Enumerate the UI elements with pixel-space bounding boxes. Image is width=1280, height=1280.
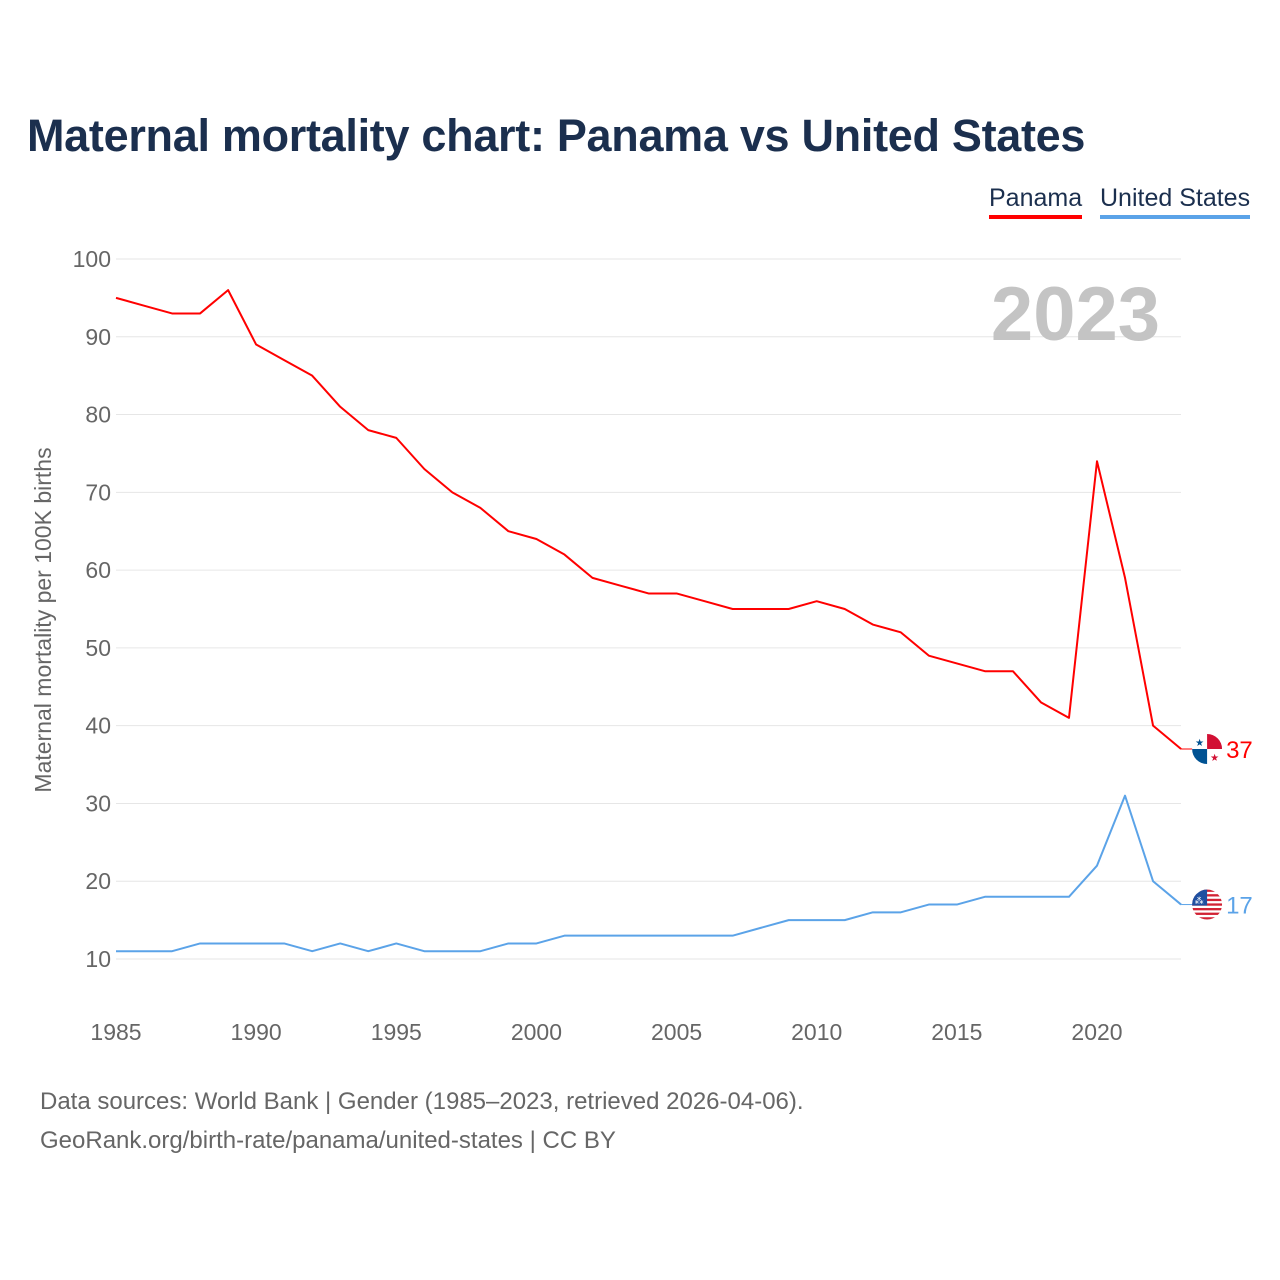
x-tick-label: 2005 — [651, 1019, 702, 1045]
year-watermark: 2023 — [991, 272, 1160, 357]
y-tick-label: 40 — [85, 713, 111, 739]
x-tick-label: 2010 — [791, 1019, 842, 1045]
end-value-label-united-states: 17 — [1226, 893, 1253, 920]
y-tick-label: 60 — [85, 557, 111, 583]
x-tick-label: 1985 — [90, 1019, 141, 1045]
series-line-panama — [115, 289, 1182, 750]
svg-text:★: ★ — [1210, 753, 1219, 764]
y-tick-label: 100 — [73, 246, 111, 272]
x-tick-label: 2000 — [511, 1019, 562, 1045]
y-axis-label: Maternal mortality per 100K births — [30, 447, 56, 792]
y-tick-label: 90 — [85, 324, 111, 350]
legend-panama[interactable]: Panama — [989, 184, 1083, 219]
footer-link[interactable]: GeoRank.org/birth-rate/panama/united-sta… — [40, 1127, 616, 1154]
y-tick-label: 70 — [85, 479, 111, 505]
y-tick-label: 10 — [85, 946, 111, 972]
y-tick-label: 20 — [85, 868, 111, 894]
legend-united-states[interactable]: United States — [1100, 184, 1251, 219]
series-line-united-states — [116, 794, 1182, 953]
y-tick-label: 80 — [85, 402, 111, 428]
united-states-flag-icon: ⁂ — [1192, 889, 1223, 920]
x-tick-label: 1990 — [231, 1019, 282, 1045]
svg-text:⁂: ⁂ — [1195, 896, 1204, 906]
panama-flag-icon: ★★ — [1192, 734, 1223, 764]
footer-sources: Data sources: World Bank | Gender (1985–… — [40, 1088, 804, 1115]
x-tick-label: 2020 — [1071, 1019, 1122, 1045]
x-tick-label: 2015 — [931, 1019, 982, 1045]
x-tick-label: 1995 — [371, 1019, 422, 1045]
end-value-label-panama: 37 — [1226, 737, 1253, 764]
y-tick-label: 50 — [85, 635, 111, 661]
y-tick-label: 30 — [85, 790, 111, 816]
chart-title: Maternal mortality chart: Panama vs Unit… — [27, 110, 1086, 161]
svg-text:★: ★ — [1195, 738, 1204, 749]
